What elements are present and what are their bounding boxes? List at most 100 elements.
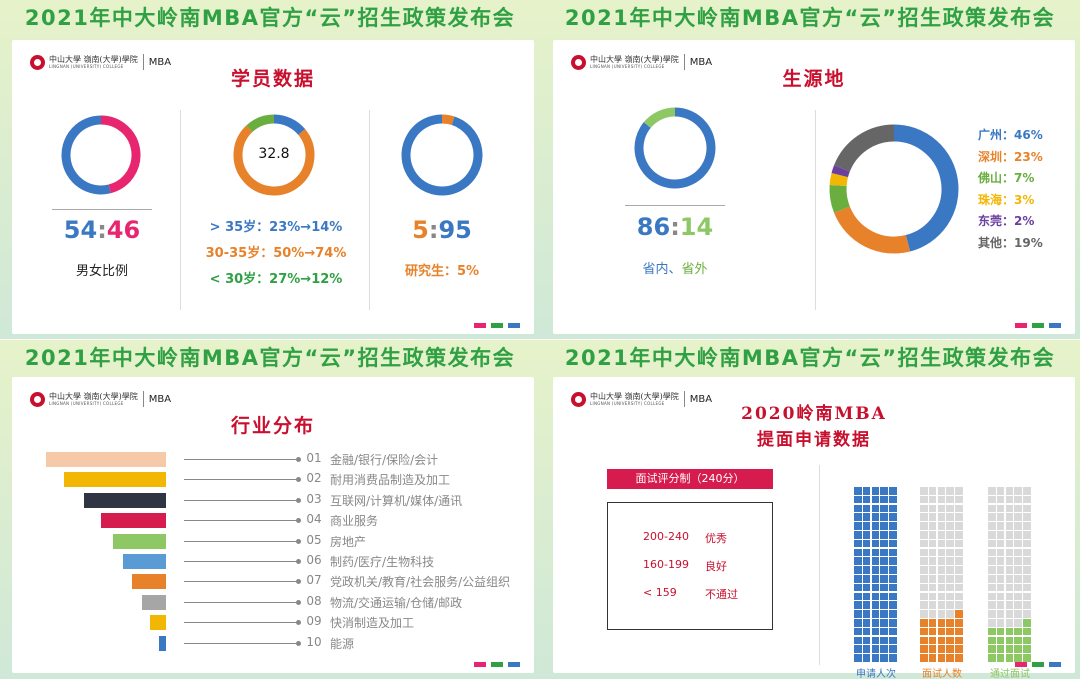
waffle-cell (988, 627, 996, 636)
waffle-cell (889, 583, 897, 592)
waffle-cell (862, 654, 871, 662)
waffle-cell (889, 601, 897, 609)
waffle-cell (880, 583, 888, 592)
score-range: 200-240 (643, 530, 689, 543)
waffle-cell (955, 636, 963, 645)
divider-line (625, 205, 725, 206)
connector-dot (296, 640, 301, 646)
waffle-cell (862, 504, 871, 513)
waffle-cell (871, 513, 880, 521)
waffle-cell (1023, 487, 1031, 495)
connector-dot (296, 497, 301, 503)
age-line: < 30岁：27%→12% (209, 272, 343, 287)
waffle-cell (955, 513, 963, 521)
waffle-cell (854, 654, 862, 662)
industry-name: 物流/交通运输/仓储/邮政 (330, 595, 463, 610)
gender-ratio: 54:46 (50, 216, 154, 244)
logo-cn: 中山大學 嶺南(大學)學院 (49, 392, 138, 401)
industry-rank: 10 (306, 634, 322, 649)
waffle-cell (880, 487, 888, 495)
industry-name: 快消制造及加工 (330, 616, 415, 631)
waffle-cell (988, 575, 996, 583)
waffle-cell (937, 601, 946, 609)
donut-slice (893, 124, 959, 252)
waffle-cell (946, 610, 954, 618)
waffle-cell (871, 610, 880, 618)
waffle-cell (871, 592, 880, 601)
waffle-cell (1014, 636, 1022, 645)
waffle-cell (1023, 548, 1031, 557)
waffle-cell (988, 619, 996, 627)
donut-slice (233, 125, 315, 196)
waffle-cell (871, 645, 880, 653)
waffle-cell (1014, 583, 1022, 592)
waffle-cell (854, 627, 862, 636)
connector-line (184, 520, 298, 522)
waffle-cell (946, 513, 954, 521)
waffle-cell (920, 592, 928, 601)
waffle-cell (1005, 548, 1014, 557)
waffle-cell (880, 566, 888, 574)
waffle-cell (920, 627, 928, 636)
waffle-cell (937, 531, 946, 539)
waffle-cell (1005, 539, 1014, 548)
waffle-cell (996, 495, 1005, 504)
waffle-cell (1005, 513, 1014, 521)
label-sep: 、 (668, 262, 682, 277)
waffle-cell (988, 513, 996, 521)
waffle-cell (880, 575, 888, 583)
waffle-cell (937, 495, 946, 504)
logo-cn: 中山大學 嶺南(大學)學院 (49, 55, 138, 64)
waffle-cell (854, 522, 862, 530)
connector-line (184, 459, 298, 460)
connector-dot (296, 477, 301, 483)
column-separator (180, 110, 181, 310)
waffle-cell (955, 548, 963, 557)
waffle-cell (854, 566, 862, 574)
waffle-cell (862, 557, 871, 565)
waffle-cell (955, 495, 963, 504)
waffle-cell (946, 557, 954, 565)
waffle-cell (920, 566, 928, 574)
province-ratio: 86:14 (623, 213, 727, 241)
waffle-cell (854, 636, 862, 645)
footer-logos (474, 323, 520, 328)
waffle-cell (996, 566, 1005, 574)
waffle-cell (862, 592, 871, 601)
connector-dot (296, 538, 301, 544)
waffle-cell (871, 583, 880, 592)
waffle-cell (880, 522, 888, 530)
waffle-cell (1005, 619, 1014, 627)
connector-line (184, 622, 298, 624)
emblem-icon (30, 54, 45, 70)
waffle-cell (920, 487, 928, 495)
industry-row: 04 商业服务 (12, 511, 534, 530)
connector-dot (296, 620, 301, 626)
waffle-cell (889, 504, 897, 513)
waffle-cell (1023, 610, 1031, 618)
ratio-left: 54 (63, 216, 98, 244)
logo-divider (683, 391, 685, 407)
waffle-cell (1014, 601, 1022, 609)
waffle-cell (946, 645, 954, 653)
waffle-cell (988, 557, 996, 565)
waffle-cell (920, 610, 928, 618)
waffle-cell (946, 504, 954, 513)
waffle-cell (880, 627, 888, 636)
waffle-cell (988, 583, 996, 592)
connector-line (184, 642, 298, 644)
waffle-cell (1005, 636, 1014, 645)
waffle-cell (937, 636, 946, 645)
waffle-cell (854, 548, 862, 557)
industry-rank: 09 (306, 614, 322, 629)
age-line: 30-35岁：50%→74% (205, 246, 347, 261)
label-out: 省外 (681, 262, 708, 277)
waffle-cell (988, 531, 996, 539)
waffle-cell (1014, 627, 1022, 636)
industry-row: 06 制药/医疗/生物科技 (12, 552, 534, 571)
waffle-cell (871, 627, 880, 636)
banner-title: 2021年中大岭南MBA官方“云”招生政策发布会 (564, 346, 1056, 370)
waffle-cell (862, 575, 871, 583)
waffle-cell (1005, 654, 1014, 662)
waffle-cell (928, 636, 937, 645)
